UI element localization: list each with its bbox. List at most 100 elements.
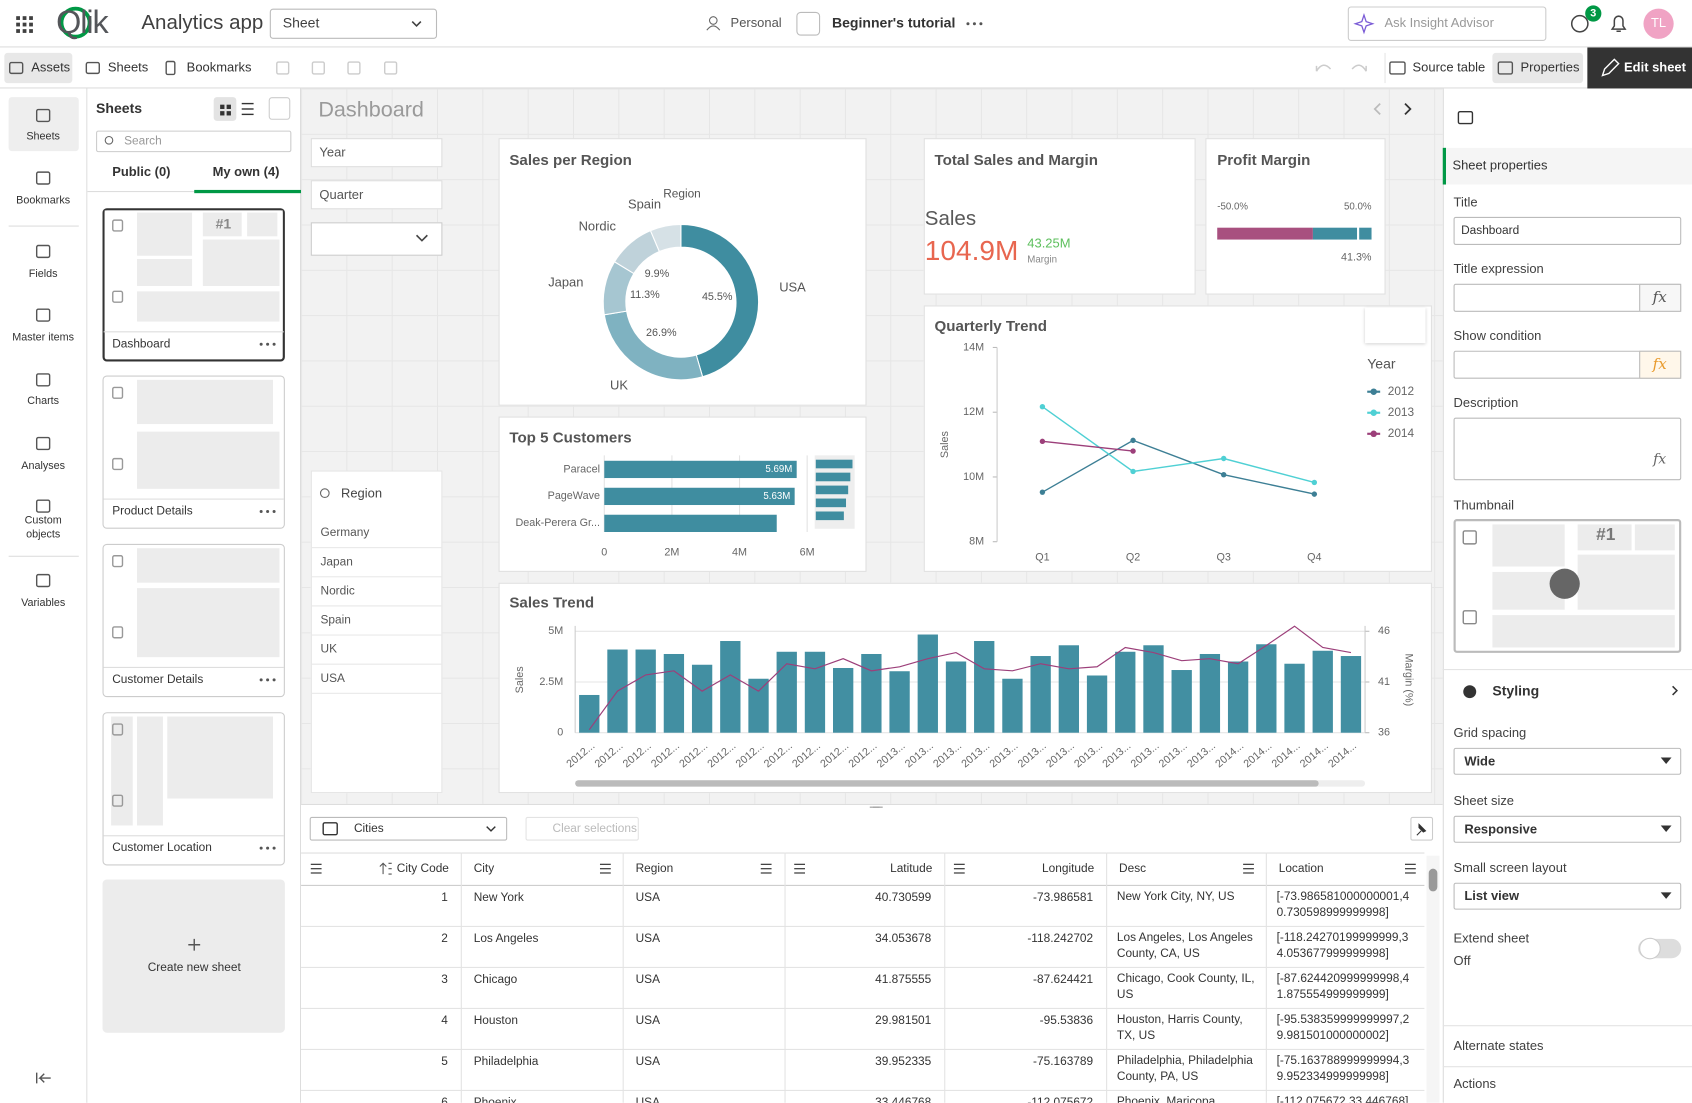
search-box[interactable] [96, 130, 292, 153]
thumbnail-block [137, 212, 193, 256]
expand-button[interactable] [268, 97, 291, 120]
separator [103, 331, 284, 333]
search-placeholder[interactable]: Search [124, 134, 162, 148]
filter-label[interactable]: Quarter [319, 186, 364, 202]
column-line [622, 852, 624, 1103]
source-table-label[interactable]: Source table [1412, 59, 1486, 75]
select-value[interactable]: List view [1464, 887, 1520, 903]
kpi-card[interactable] [923, 138, 1196, 295]
insight-advisor[interactable] [1347, 6, 1547, 42]
tutorial-title[interactable]: Beginner's tutorial [831, 14, 956, 31]
source-table-button[interactable] [1384, 52, 1483, 84]
fx-button[interactable] [1639, 350, 1682, 379]
dataset-label[interactable]: Cities [353, 822, 384, 836]
quarterly-trend-card[interactable] [923, 305, 1432, 572]
sheet-name[interactable]: Customer Location [112, 841, 212, 855]
avatar[interactable] [1643, 8, 1674, 39]
thumbnail-block [1577, 524, 1632, 551]
tab[interactable]: Public (0) [112, 164, 171, 180]
sheet-card[interactable] [102, 712, 285, 866]
nav-item[interactable]: Fields [28, 268, 58, 281]
column-header[interactable]: Desc [1119, 862, 1147, 875]
fx-button[interactable] [1639, 283, 1682, 312]
select-value[interactable]: Wide [1464, 752, 1496, 768]
select[interactable] [1453, 815, 1682, 843]
column-line [460, 852, 462, 1103]
row-separator [311, 605, 442, 607]
tab[interactable]: My own (4) [212, 164, 280, 180]
edit-sheet-label[interactable]: Edit sheet [1624, 59, 1686, 75]
column-header[interactable]: Latitude [890, 862, 933, 875]
pin-button[interactable] [1410, 816, 1434, 841]
filter-dropdown[interactable] [310, 222, 443, 256]
select[interactable] [1453, 882, 1682, 910]
insight-placeholder[interactable]: Ask Insight Advisor [1384, 15, 1494, 31]
filter-item[interactable]: Japan [320, 555, 353, 569]
column-header[interactable]: City [473, 862, 495, 875]
scrollbar [1426, 855, 1440, 1103]
row-separator [311, 634, 442, 636]
image-picker[interactable] [1549, 568, 1580, 599]
separator [1442, 1025, 1692, 1027]
clear-selections[interactable] [525, 816, 639, 841]
filter-label[interactable]: Year [319, 144, 346, 160]
description-input[interactable] [1453, 417, 1682, 481]
nav-item[interactable]: Analyses [21, 460, 66, 473]
filter-item[interactable]: Nordic [320, 584, 355, 598]
row-line [301, 1048, 1425, 1050]
properties-label[interactable]: Properties [1520, 59, 1580, 75]
nav-item[interactable]: Sheets [26, 131, 60, 143]
bookmarks-label[interactable]: Bookmarks [186, 59, 252, 75]
nav-item[interactable]: Custom objects [24, 514, 62, 541]
table-cell: 5 [441, 1055, 448, 1069]
sheet-name[interactable]: Dashboard [112, 337, 171, 351]
column-header[interactable]: Location [1278, 862, 1324, 875]
kpi-label: Sales [924, 207, 977, 231]
region-filter [310, 470, 443, 794]
nav-item[interactable]: Bookmarks [16, 194, 71, 207]
section-title[interactable]: Styling [1492, 682, 1540, 699]
filter-item[interactable]: UK [320, 642, 337, 656]
field-label: Sheet size [1453, 793, 1515, 809]
create-sheet[interactable] [102, 879, 285, 1033]
nav-item[interactable]: Charts [27, 395, 60, 408]
filter-pane[interactable] [310, 180, 443, 210]
filter-item[interactable]: USA [320, 672, 345, 686]
sales-per-region-card[interactable] [498, 138, 867, 406]
sheet-name[interactable]: Customer Details [112, 673, 204, 687]
sheet-menu-label[interactable]: Sheet [282, 14, 320, 31]
filter-pane[interactable] [310, 138, 443, 168]
field-label: Thumbnail [1453, 497, 1515, 513]
column-header[interactable]: Longitude [1042, 862, 1095, 875]
grid-view-button[interactable] [213, 97, 237, 121]
create-sheet-label[interactable]: Create new sheet [147, 961, 241, 975]
title-input[interactable] [1453, 216, 1682, 245]
sales-trend-card[interactable] [498, 582, 1432, 794]
assets-label[interactable]: Assets [31, 59, 71, 75]
filter-item[interactable]: Spain [320, 613, 351, 627]
sheets-label[interactable]: Sheets [107, 59, 149, 75]
sheet-card[interactable] [102, 375, 285, 529]
nav-item[interactable]: Master items [12, 331, 75, 344]
sheet-menu[interactable] [269, 8, 438, 39]
separator [8, 555, 79, 557]
row-line [301, 1007, 1425, 1009]
filter-item[interactable]: Germany [320, 526, 370, 540]
clear-label[interactable]: Clear selections [552, 822, 637, 836]
thumbnail-block [137, 548, 280, 583]
column-header[interactable]: Region [635, 862, 674, 875]
sheet-name[interactable]: Product Details [112, 504, 193, 518]
column-header[interactable]: City Code [396, 862, 449, 875]
thumbnail-preview[interactable] [1453, 519, 1682, 653]
nav-item[interactable]: Variables [21, 597, 66, 610]
section-accent [1442, 147, 1446, 185]
table-cell: USA [635, 932, 661, 946]
sheet-card[interactable] [102, 208, 285, 362]
select-value[interactable]: Responsive [1464, 820, 1538, 836]
gauge-card[interactable] [1205, 138, 1386, 295]
kpi-sub-label: Margin [1027, 253, 1057, 265]
select[interactable] [1453, 747, 1682, 775]
input-value[interactable]: Dashboard [1461, 224, 1520, 238]
dataset-dropdown[interactable] [309, 816, 508, 841]
sheet-card[interactable] [102, 543, 285, 698]
